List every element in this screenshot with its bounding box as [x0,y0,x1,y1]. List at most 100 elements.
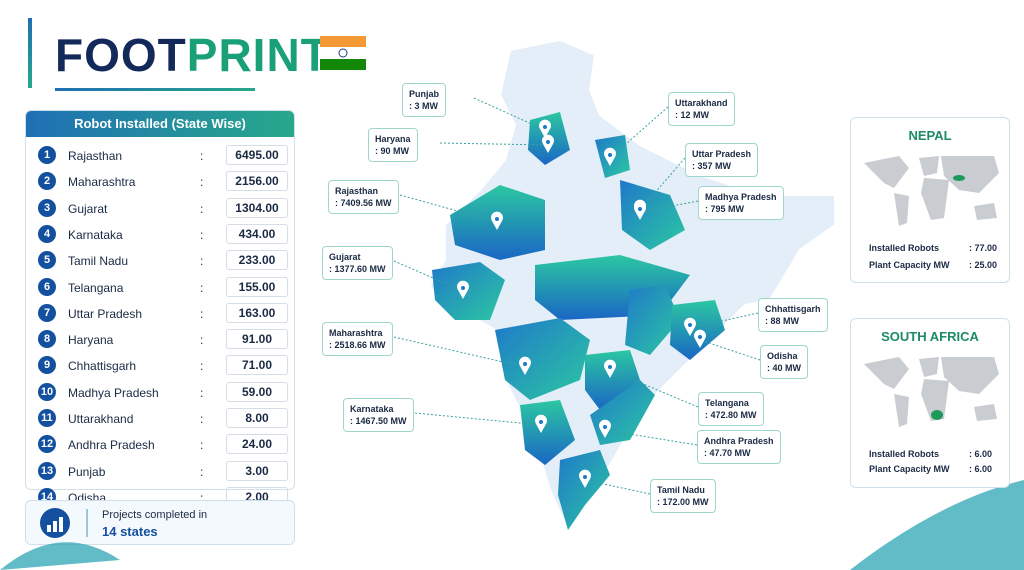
flag [320,36,366,70]
callout-value: : 90 MW [375,146,410,156]
callout: Telangana: 472.80 MW [698,392,764,426]
callout-value: : 172.00 MW [657,497,709,507]
callout: Karnataka : 1467.50 MW [343,398,414,432]
rank: 4 [38,224,56,243]
callout-value: : 1467.50 MW [350,416,407,426]
separator: : [200,306,204,321]
callout-name: Rajasthan [335,186,379,196]
separator: : [200,359,204,374]
pin [579,469,591,488]
leader-line [414,412,542,426]
callout-value: : 795 MW [705,204,745,214]
callout-name: Uttar Pradesh [692,149,752,159]
rank: 6 [38,277,56,296]
value: 24.00 [226,434,288,455]
state: Uttarakhand [68,412,134,426]
panel-row: Installed Robots: 77.00 [869,243,997,253]
callout: Haryana: 90 MW [368,128,418,162]
leader-line [639,200,699,213]
callout-value: : 88 MW [765,316,800,326]
underline [55,88,255,91]
callout-name: Karnataka [350,404,394,414]
table-row: 2 Maharashtra: 2156.00 [34,171,288,193]
table-row: 11 Uttarakhand: 8.00 [34,408,288,430]
separator: : [200,412,204,426]
callout: Tamil Nadu: 172.00 MW [650,479,716,513]
callout-value: : 7409.56 MW [335,198,392,208]
separator: : [200,438,204,453]
panel-title: SOUTH AFRICA [881,329,979,344]
summary-line: Projects completed in [102,509,208,521]
value: 2156.00 [226,171,288,192]
table-row: 7 Uttar Pradesh: 163.00 [34,302,288,325]
callout-name: Telangana [705,398,749,408]
callout-name: Odisha [767,351,798,361]
state: Punjab [68,464,106,479]
leader-line [393,260,464,292]
state: Madhya Pradesh [68,385,159,400]
table-row: 10 Madhya Pradesh: 59.00 [34,381,288,404]
separator: : [200,464,204,479]
callout-value: : 2518.66 MW [329,340,386,350]
pin [535,414,548,433]
panel-label: Installed Robots [869,243,940,253]
leader-line [399,194,498,223]
pin [634,201,646,220]
callout-value: : 12 MW [675,110,710,120]
chart-icon [40,508,70,538]
value: 434.00 [226,223,288,244]
pin [684,317,696,336]
state: Andhra Pradesh [68,438,155,453]
value: 3.00 [226,460,288,481]
nepal-panel: NEPAL Installed Robots: 77.00 Plant Capaci… [850,117,1010,283]
value: 59.00 [226,381,288,402]
callout: Rajasthan : 7409.56 MW [328,180,399,214]
panel-row: Plant Capacity MW: 6.00 [869,464,992,474]
leader-line [473,97,546,131]
state: Gujarat [68,201,108,216]
world-map [864,357,999,427]
leader-line [609,369,699,408]
pin [542,134,554,153]
rank: 10 [38,382,56,401]
separator: : [200,149,204,163]
summary-line: 14 states [102,524,158,539]
value: 91.00 [226,329,288,350]
value: 8.00 [226,408,288,428]
callout-name: Uttarakhand [675,98,728,108]
state-table: Robot Installed (State Wise) 1 Rajasthan:… [25,110,295,507]
rank: 13 [38,461,56,480]
separator: : [200,333,204,348]
panel-label: Plant Capacity MW [869,260,950,270]
state: Haryana [68,333,114,348]
callout: Uttar Pradesh: 357 MW [685,143,759,177]
table-row: 13 Punjab: 3.00 [34,460,288,483]
callout-value: : 40 MW [767,363,802,373]
separator: : [200,175,204,190]
leader-line [584,479,651,495]
rank: 7 [38,303,56,322]
value: 71.00 [226,355,288,376]
world-map [864,156,999,226]
state: Tamil Nadu [68,254,129,269]
panel-row: Plant Capacity MW: 25.00 [869,260,997,270]
table-row: 8 Haryana: 91.00 [34,329,288,351]
pin [491,211,503,230]
state: Uttar Pradesh [68,306,143,321]
rank: 8 [38,330,56,349]
separator: : [200,227,204,242]
pin [519,356,531,375]
state: Chhattisgarh [68,359,137,374]
rank: 3 [38,198,56,217]
leader-line [609,106,669,159]
value: 1304.00 [226,197,288,218]
callout: Punjab: 3 MW [402,83,447,117]
table-row: 12 Andhra Pradesh: 24.00 [34,434,288,456]
pin [457,280,469,299]
pin [539,119,551,138]
pin [634,199,646,218]
pin [604,147,616,166]
south-africa-panel: SOUTH AFRICA Installed Robots: 6.00 Plant … [850,318,1010,488]
table-row: 1 Rajasthan: 6495.00 [34,145,288,167]
